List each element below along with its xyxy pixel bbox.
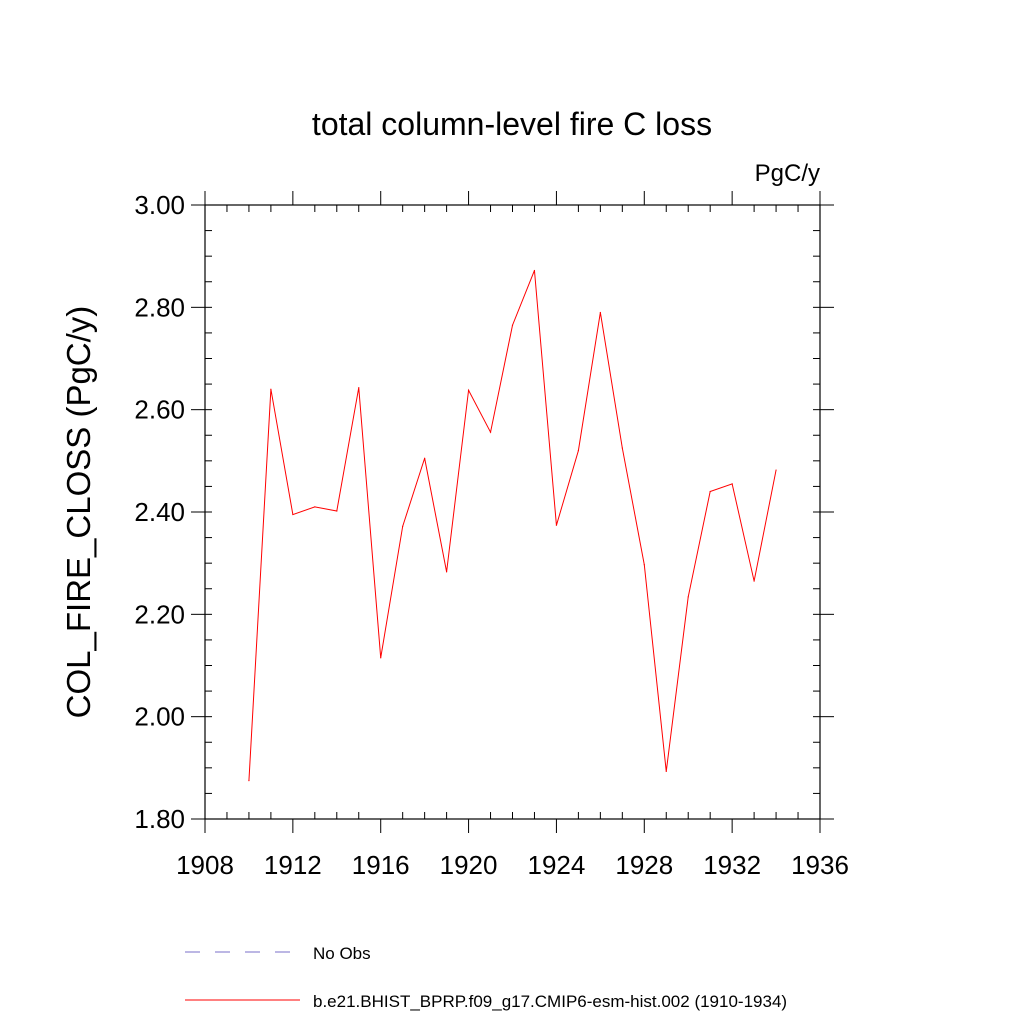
x-axis-ticks: [204, 191, 821, 833]
data-point: [380, 657, 382, 659]
data-point: [621, 447, 623, 449]
data-point: [577, 450, 579, 452]
data-point: [555, 524, 558, 526]
x-tick-label: 1932: [703, 850, 761, 880]
data-point: [314, 506, 316, 508]
data-point: [467, 389, 470, 391]
x-tick-label: 1928: [615, 850, 673, 880]
data-point: [402, 525, 404, 527]
data-point: [665, 770, 667, 773]
y-tick-label: 2.80: [134, 292, 185, 322]
data-point: [292, 513, 294, 516]
x-tick-label: 1908: [176, 850, 234, 880]
data-point: [358, 387, 360, 389]
y-axis-label: COL_FIRE_CLOSS (PgC/y): [60, 306, 97, 719]
x-tick-label: 1924: [528, 850, 586, 880]
y-tick-label: 1.80: [134, 804, 185, 834]
data-point: [687, 596, 689, 598]
data-point: [511, 324, 514, 326]
units-label: PgC/y: [755, 160, 820, 187]
y-tick-label: 2.00: [134, 702, 185, 732]
y-tick-label: 3.00: [134, 190, 185, 220]
data-point: [731, 483, 733, 485]
legend: No Obs b.e21.BHIST_BPRP.f09_g17.CMIP6-es…: [185, 944, 787, 1011]
x-tick-label: 1916: [352, 850, 410, 880]
data-point: [270, 388, 272, 390]
data-point: [336, 510, 338, 512]
data-point: [533, 269, 536, 272]
data-point: [753, 580, 755, 582]
x-tick-label: 1920: [440, 850, 498, 880]
data-point: [599, 311, 601, 314]
data-point: [248, 780, 250, 782]
x-tick-label: 1912: [264, 850, 322, 880]
legend-label-model: b.e21.BHIST_BPRP.f09_g17.CMIP6-esm-hist.…: [313, 992, 787, 1011]
y-axis-tick-labels: 1.80 2.00 2.20 2.40 2.60 2.80 3.00: [134, 190, 185, 834]
y-tick-label: 2.20: [134, 599, 185, 629]
plot-frame: [204, 204, 821, 820]
data-point: [424, 457, 426, 459]
y-axis-ticks: [191, 204, 834, 820]
data-point: [775, 469, 777, 471]
y-tick-label: 2.40: [134, 497, 185, 527]
data-point: [489, 431, 492, 433]
series-line: [248, 270, 777, 781]
data-point: [446, 571, 448, 573]
data-point: [709, 490, 711, 493]
y-tick-label: 2.60: [134, 395, 185, 425]
x-axis-tick-labels: 1908 1912 1916 1920 1924 1928 1932 1936: [176, 850, 849, 880]
series-layer: [248, 269, 777, 782]
data-point: [643, 564, 645, 566]
x-tick-label: 1936: [791, 850, 849, 880]
legend-label-no-obs: No Obs: [313, 944, 371, 963]
chart-title: total column-level fire C loss: [312, 106, 712, 142]
